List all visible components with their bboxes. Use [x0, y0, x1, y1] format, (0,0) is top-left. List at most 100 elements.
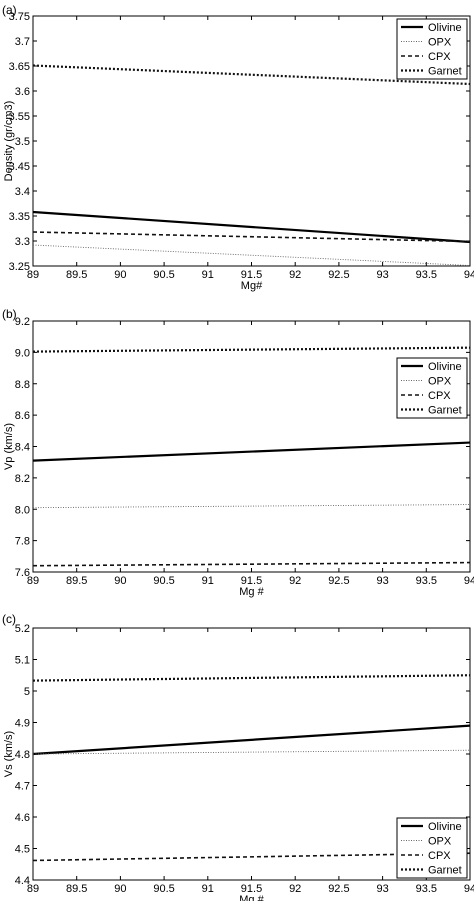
x-tick-label: 93	[376, 575, 388, 587]
legend-label-olivine: Olivine	[428, 22, 462, 34]
y-tick-label: 4.5	[15, 844, 30, 856]
y-tick-label: 9.2	[15, 316, 30, 328]
y-tick-label: 3.75	[9, 11, 30, 23]
legend-box	[396, 817, 468, 879]
y-tick-label: 4.7	[15, 781, 30, 793]
series-line-olivine	[32, 724, 471, 756]
x-tick-label: 89.5	[66, 269, 87, 281]
legend-label-garnet: Garnet	[428, 66, 462, 78]
x-tick-label: 89.5	[66, 575, 87, 587]
x-tick-label: 93.5	[416, 575, 437, 587]
legend-label-cpx: CPX	[428, 51, 451, 63]
y-tick-label: 3.55	[9, 111, 30, 123]
legend-label-opx: OPX	[428, 836, 452, 848]
y-tick-label: 3.6	[15, 86, 30, 98]
x-tick-label: 91	[202, 883, 214, 895]
y-tick-label: 4.9	[15, 718, 30, 730]
series-line-cpx	[32, 561, 471, 567]
legend-label-garnet: Garnet	[428, 865, 462, 877]
series-line-opx	[32, 749, 471, 755]
y-tick-label: 3.45	[9, 161, 30, 173]
y-tick-label: 3.4	[15, 186, 30, 198]
legend: Olivine OPX CPX Garnet	[396, 817, 468, 879]
x-tick-label: 93.5	[416, 883, 437, 895]
x-tick-label: 91.5	[241, 575, 262, 587]
y-axis-label: Vp (km/s)	[3, 423, 15, 470]
series-line-opx	[32, 244, 471, 266]
y-tick-label: 8.4	[15, 442, 30, 454]
x-tick-label: 90	[114, 575, 126, 587]
x-tick-label: 91	[202, 575, 214, 587]
x-tick-label: 89	[27, 575, 39, 587]
x-tick-label: 90.5	[153, 883, 174, 895]
x-tick-label: 93	[376, 883, 388, 895]
panel-vs: (c) 89 89.5 90 90.5 91 91.5 92 92.5 93 93.5 94 4.4 4…	[2, 612, 474, 901]
x-tick-label: 90	[114, 883, 126, 895]
y-tick-label: 3.7	[15, 36, 30, 48]
y-axis-label: Vs (km/s)	[3, 731, 15, 777]
x-tick-label: 94	[464, 575, 474, 587]
y-tick-label: 3.35	[9, 211, 30, 223]
series-line-olivine	[32, 210, 471, 244]
x-tick-label: 92.5	[328, 883, 349, 895]
legend-label-cpx: CPX	[428, 850, 451, 862]
x-tick-label: 94	[464, 269, 474, 281]
x-tick-label: 89	[27, 269, 39, 281]
y-tick-label: 7.6	[15, 567, 30, 579]
x-tick-label: 94	[464, 883, 474, 895]
y-tick-label: 4.6	[15, 812, 30, 824]
series-line-garnet	[32, 346, 471, 353]
legend: Olivine OPX CPX Garnet	[396, 18, 468, 80]
x-tick-label: 89	[27, 883, 39, 895]
x-axis-label: Mg#	[241, 280, 263, 292]
x-tick-label: 92	[289, 575, 301, 587]
x-tick-label: 91	[202, 269, 214, 281]
series-line-opx	[32, 504, 471, 509]
y-tick-label: 7.8	[15, 536, 30, 548]
y-tick-label: 5	[24, 686, 30, 698]
x-tick-label: 93.5	[416, 269, 437, 281]
series-line-garnet	[32, 674, 471, 682]
panel-label: (b)	[2, 307, 17, 321]
y-tick-label: 8.0	[15, 504, 30, 516]
y-tick-label: 3.5	[15, 136, 30, 148]
series-line-cpx	[32, 231, 471, 243]
y-tick-label: 8.8	[15, 379, 30, 391]
legend-label-opx: OPX	[428, 376, 452, 388]
x-axis-label: Mg #	[239, 894, 264, 901]
legend-label-garnet: Garnet	[428, 405, 462, 417]
legend: Olivine OPX CPX Garnet	[396, 357, 468, 419]
legend-box	[396, 18, 468, 80]
x-axis-label: Mg #	[239, 586, 264, 598]
y-tick-label: 3.3	[15, 236, 30, 248]
y-tick-label: 9.0	[15, 347, 30, 359]
x-tick-label: 92	[289, 269, 301, 281]
panel-label: (c)	[2, 612, 16, 626]
legend-label-opx: OPX	[428, 37, 452, 49]
x-tick-label: 92.5	[328, 575, 349, 587]
y-tick-label: 8.6	[15, 410, 30, 422]
legend-label-olivine: Olivine	[428, 361, 462, 373]
y-tick-label: 8.2	[15, 473, 30, 485]
legend-label-olivine: Olivine	[428, 821, 462, 833]
x-tick-label: 91.5	[241, 883, 262, 895]
panel-density: (a) 89 89.5 90 90.5 91 91.5 92 92.5 93 93.5 94 3.25…	[2, 3, 474, 292]
x-tick-label: 92	[289, 883, 301, 895]
y-tick-label: 3.65	[9, 61, 30, 73]
y-axis-label: Density (gr/cm3)	[3, 101, 15, 182]
x-tick-label: 90.5	[153, 269, 174, 281]
y-tick-label: 4.8	[15, 749, 30, 761]
x-tick-label: 92.5	[328, 269, 349, 281]
y-tick-label: 4.4	[15, 875, 30, 887]
x-tick-label: 90.5	[153, 575, 174, 587]
x-tick-label: 89.5	[66, 883, 87, 895]
y-tick-label: 5.2	[15, 623, 30, 635]
series-line-garnet	[32, 64, 471, 86]
x-tick-label: 93	[376, 269, 388, 281]
legend-box	[396, 357, 468, 419]
panel-vp: (b) 89 89.5 90 90.5 91 91.5 92 92.5 93 93.5 94 7.6 7…	[2, 307, 474, 598]
x-tick-label: 91.5	[241, 269, 262, 281]
panel-label: (a)	[2, 3, 17, 17]
y-tick-label: 5.1	[15, 655, 30, 667]
